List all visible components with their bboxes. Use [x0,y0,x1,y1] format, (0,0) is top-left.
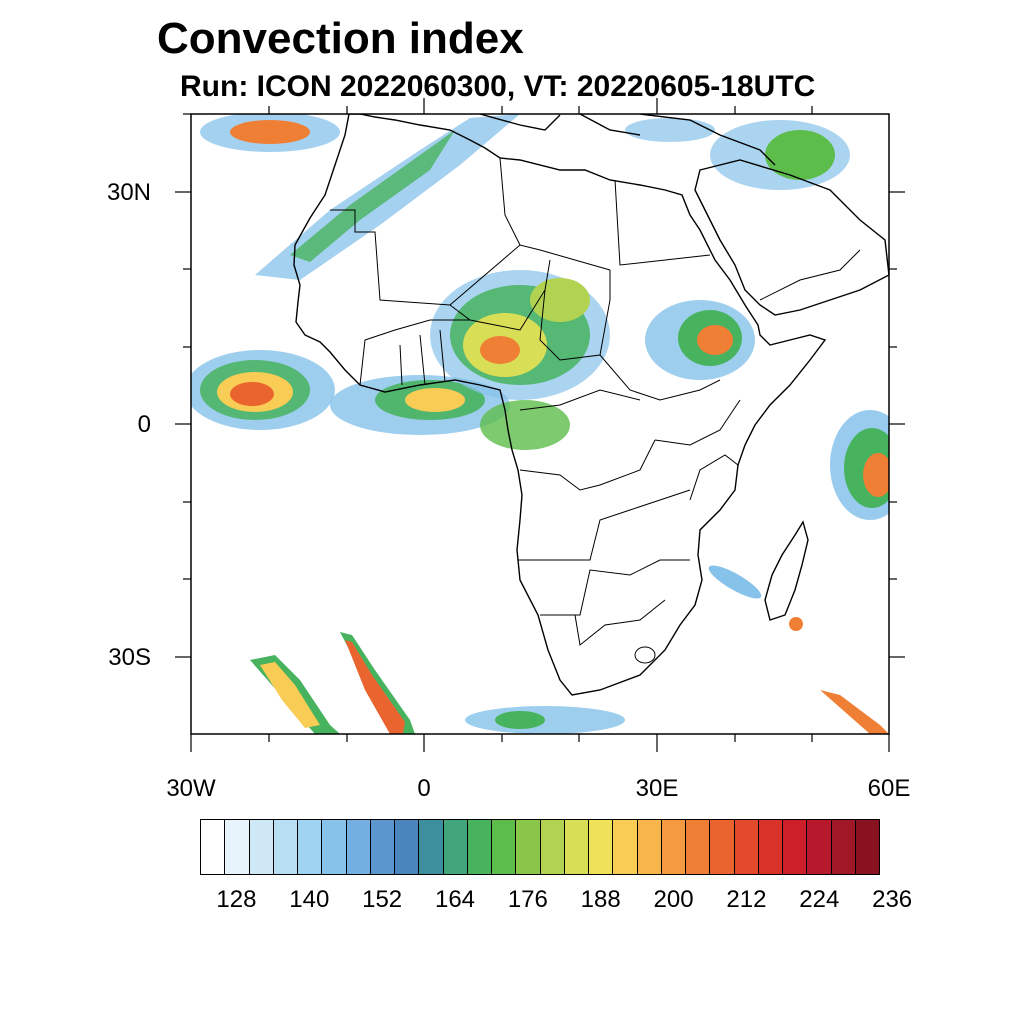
colorbar-label: 224 [799,886,840,913]
lon-label-0: 0 [417,775,431,802]
lat-label-0: 0 [137,411,151,438]
country-border [540,559,690,616]
country-border [359,319,470,386]
colorbar-box [298,820,323,874]
country-borders [330,157,861,664]
country-border [519,389,641,411]
colorbar-box [783,820,808,874]
colorbar [200,819,880,875]
convection-blob [480,336,520,364]
convection-band [290,130,455,262]
convection-blob [625,118,715,142]
colorbar-label: 176 [507,886,548,913]
colorbar-box [322,820,347,874]
colorbar-box [395,820,420,874]
country-border [614,179,711,266]
colorbar-box [710,820,735,874]
country-border [599,354,721,401]
lat-label-30n: 30N [106,179,151,206]
convection-blob [697,325,733,355]
lon-label-30w: 30W [166,775,216,802]
country-border [539,270,611,361]
colorbar-label: 236 [872,886,913,913]
colorbar-box [225,820,250,874]
europe-coastline [479,114,776,166]
colorbar-box [492,820,517,874]
colorbar-box [855,820,879,874]
country-border [654,399,741,446]
latitude-ticks [175,113,905,658]
convection-blob [708,565,762,599]
country-border [499,157,521,246]
colorbar-box [831,820,856,874]
colorbar-label: 200 [653,886,694,913]
lat-label-30s: 30S [108,644,151,671]
colorbar-label: 164 [434,886,476,913]
colorbar-box [540,820,565,874]
colorbar-label: 140 [289,886,330,913]
colorbar-box [564,820,589,874]
convection-blob [405,388,465,412]
colorbar-box [249,820,274,874]
colorbar-label: 128 [216,886,257,913]
country-border [518,489,691,561]
country-border [574,599,666,646]
chart-title: Convection index [157,14,524,63]
colorbar-box [734,820,759,874]
country-border [330,209,611,306]
convection-blob [230,382,274,406]
colorbar-label: 152 [362,886,403,913]
colorbar-box [370,820,395,874]
convection-band [260,662,320,728]
colorbar-label: 188 [580,886,621,913]
coastlines [293,114,889,696]
convection-blob [789,617,803,631]
convection-blob [480,400,570,450]
lon-label-30e: 30E [635,775,679,802]
colorbar-box [467,820,492,874]
convection-blob [230,120,310,144]
convection-blob [765,130,835,180]
colorbar-box [419,820,444,874]
colorbar-box [807,820,832,874]
colorbar-box [758,820,783,874]
africa-coastline [293,114,827,696]
colorbar-box [589,820,614,874]
chart-subtitle: Run: ICON 2022060300, VT: 20220605-18UTC [180,70,816,103]
country-border [519,439,656,491]
madagascar-coastline [764,520,809,621]
convection-band [345,640,405,734]
arabia-coastline [694,159,889,316]
colorbar-box [201,820,226,874]
colorbar-box [613,820,638,874]
colorbar-box [346,820,371,874]
colorbar-label: 212 [726,886,767,913]
convection-blob [495,711,545,729]
country-border [759,249,861,301]
colorbar-box [443,820,468,874]
lon-label-60e: 60E [867,775,911,802]
lesotho-border [634,646,656,664]
longitude-ticks [190,98,890,752]
colorbar-box [686,820,711,874]
colorbar-box [661,820,686,874]
colorbar-box [273,820,298,874]
convection-blob [863,453,889,497]
colorbar-box [637,820,662,874]
convection-field [191,114,889,734]
country-border [449,259,551,331]
convection-band [820,690,889,734]
colorbar-box [516,820,541,874]
country-border [689,454,739,501]
country-border [399,329,446,386]
